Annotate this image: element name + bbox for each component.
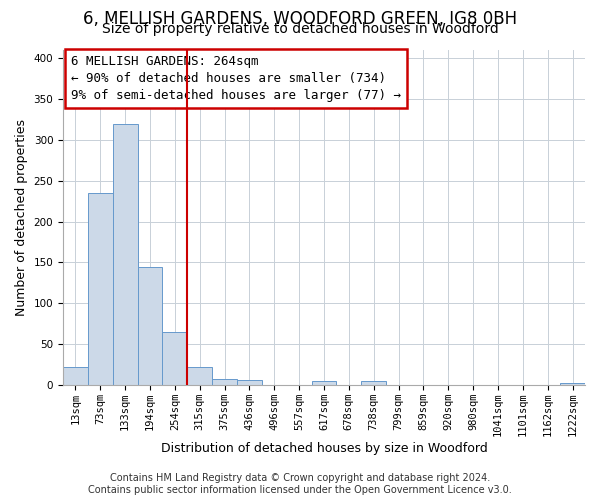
Text: 6 MELLISH GARDENS: 264sqm
← 90% of detached houses are smaller (734)
9% of semi-: 6 MELLISH GARDENS: 264sqm ← 90% of detac… <box>71 55 401 102</box>
Bar <box>311 381 337 385</box>
Bar <box>113 124 137 385</box>
X-axis label: Distribution of detached houses by size in Woodford: Distribution of detached houses by size … <box>161 442 487 455</box>
Text: Contains HM Land Registry data © Crown copyright and database right 2024.
Contai: Contains HM Land Registry data © Crown c… <box>88 474 512 495</box>
Bar <box>63 367 88 385</box>
Text: 6, MELLISH GARDENS, WOODFORD GREEN, IG8 0BH: 6, MELLISH GARDENS, WOODFORD GREEN, IG8 … <box>83 10 517 28</box>
Y-axis label: Number of detached properties: Number of detached properties <box>15 119 28 316</box>
Bar <box>137 266 163 385</box>
Bar <box>88 193 113 385</box>
Bar <box>187 367 212 385</box>
Text: Size of property relative to detached houses in Woodford: Size of property relative to detached ho… <box>101 22 499 36</box>
Bar <box>361 381 386 385</box>
Bar <box>163 332 187 385</box>
Bar <box>560 382 585 385</box>
Bar <box>237 380 262 385</box>
Bar <box>212 378 237 385</box>
